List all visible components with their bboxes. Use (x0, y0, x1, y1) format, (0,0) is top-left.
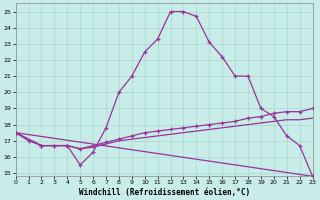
X-axis label: Windchill (Refroidissement éolien,°C): Windchill (Refroidissement éolien,°C) (78, 188, 250, 197)
